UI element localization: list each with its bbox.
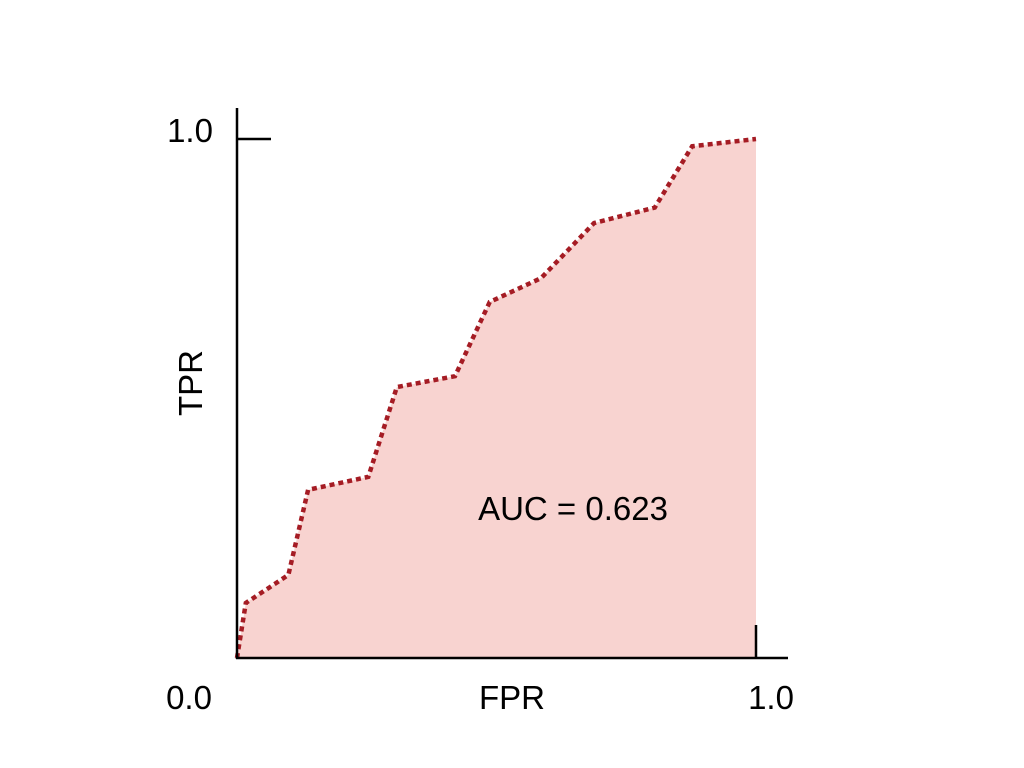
x-tick-label-1: 1.0	[748, 679, 794, 716]
y-tick-label-1: 1.0	[167, 112, 213, 149]
y-axis-label: TPR	[172, 350, 209, 416]
auc-area	[237, 139, 756, 658]
auc-annotation: AUC = 0.623	[478, 490, 668, 527]
roc-curve	[234, 136, 757, 659]
x-axis-label: FPR	[479, 679, 545, 716]
x-tick-label-0: 0.0	[166, 679, 212, 716]
